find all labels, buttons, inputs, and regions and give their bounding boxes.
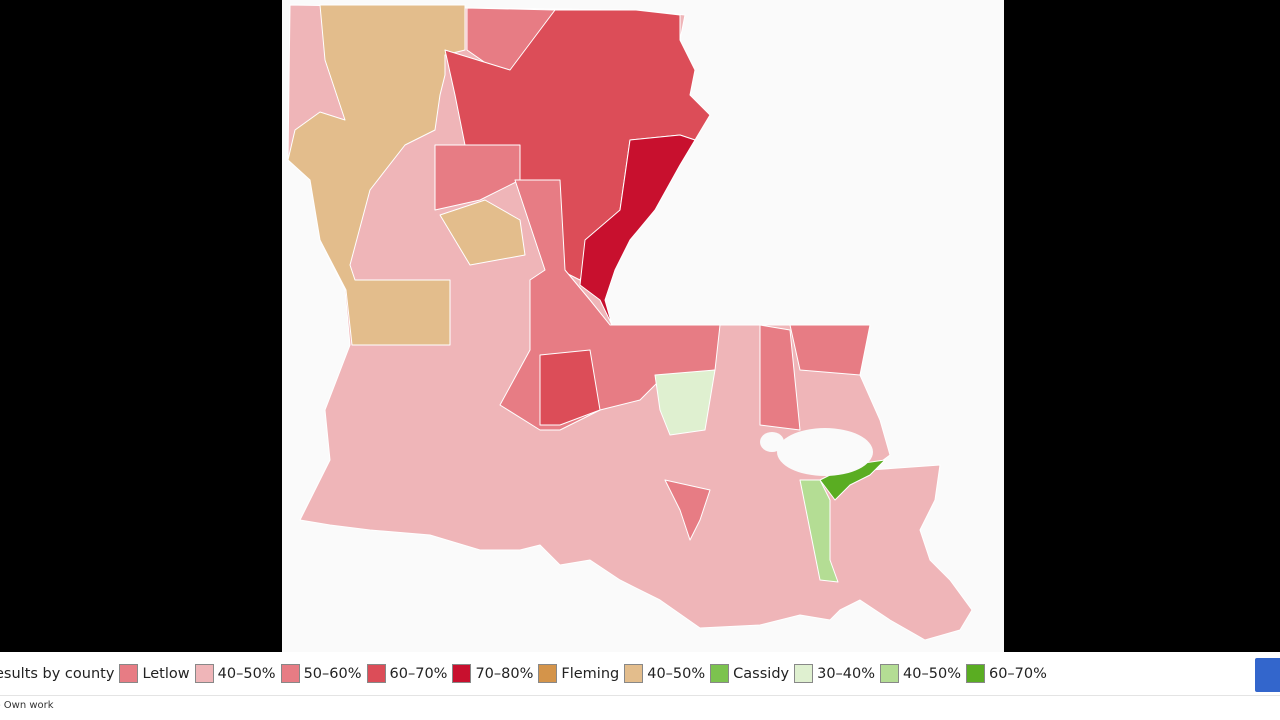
parish-group [287,4,466,346]
legend-label: 50–60% [303,665,362,682]
parish-group [799,479,839,583]
legend-swatch [965,664,985,683]
legend-label: Fleming [561,665,620,682]
legend: esults by county Letlow 40–50% 50–60% 60–70… [0,664,1047,683]
legend-swatch [452,664,472,683]
accessibility-button[interactable] [1255,658,1280,692]
parish-group [759,324,801,431]
credit: - Own work [0,700,54,711]
parish-group [654,369,716,436]
legend-label: 40–50% [903,665,961,682]
legend-swatch [280,664,300,683]
legend-label: 40–50% [647,665,706,682]
legend-swatch [194,664,214,683]
parish-group [789,324,871,376]
map [287,4,973,641]
legend-label: 30–40% [817,665,876,682]
map-panel [282,0,1004,652]
separator [0,695,1280,696]
legend-label: Letlow [142,665,190,682]
legend-swatch [710,664,730,683]
parish-group [579,134,696,326]
lake [777,428,873,476]
legend-swatch [880,664,900,683]
legend-swatch [538,664,558,683]
parish-group [434,144,521,211]
legend-swatch [624,664,644,683]
legend-title: esults by county [0,665,115,682]
legend-label: 40–50% [217,665,276,682]
legend-label: 70–80% [475,665,534,682]
legend-swatch [794,664,814,683]
legend-swatch [119,664,139,683]
legend-label: 60–70% [988,665,1047,682]
parish-group [539,349,601,426]
lake [760,432,784,452]
legend-swatch [366,664,386,683]
legend-label: Cassidy [733,665,790,682]
legend-label: 60–70% [389,665,448,682]
parish-group [439,199,526,266]
parish-group [664,479,711,541]
legend-bar: esults by county Letlow 40–50% 50–60% 60–70… [0,652,1280,720]
